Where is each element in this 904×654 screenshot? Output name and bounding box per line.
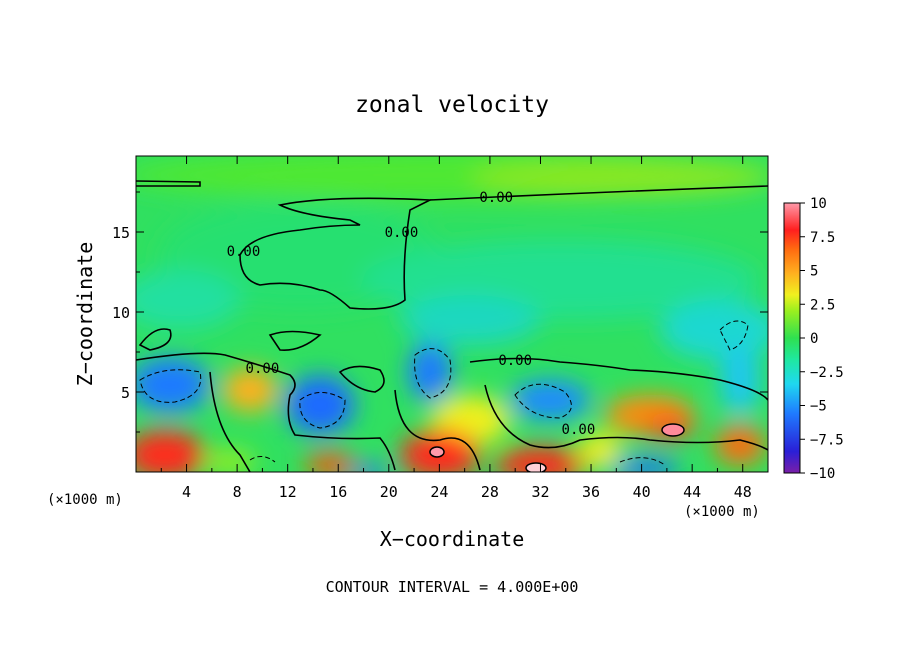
x-tick-label: 28	[481, 483, 499, 501]
y-tick-label: 5	[121, 384, 130, 402]
x-scale-note-right: (×1000 m)	[684, 504, 760, 520]
colorbar-tick-label: 2.5	[810, 297, 835, 313]
colorbar-tick-label: 0	[810, 331, 818, 347]
x-tick-label: 16	[329, 483, 347, 501]
x-tick-label: 20	[380, 483, 398, 501]
colorbar-tick-label: −10	[810, 466, 835, 482]
plot-frame	[135, 155, 769, 473]
x-tick-label: 8	[233, 483, 242, 501]
contour-label: 0.00	[562, 422, 596, 438]
colorbar-ticks: 10 7.5 5 2.5 0 −2.5 −5 −7.5 −10	[800, 196, 844, 482]
y-axis: 5 10 15	[112, 191, 768, 433]
plot-area	[136, 156, 768, 472]
colorbar-tick-label: 7.5	[810, 230, 835, 246]
contour-labels: 0.00 0.00 0.00 0.00 0.00 0.00	[227, 190, 596, 438]
x-tick-label: 24	[430, 483, 448, 501]
x-axis-label: X−coordinate	[380, 527, 525, 551]
x-axis: 4 8 12 16 20 24 28 32 36 40 44 48	[160, 156, 752, 501]
y-tick-label: 10	[112, 304, 130, 322]
y-tick-label: 15	[112, 224, 130, 242]
x-tick-label: 44	[683, 483, 701, 501]
contour-label: 0.00	[479, 190, 513, 206]
colorbar-tick-label: −2.5	[810, 365, 844, 381]
x-tick-label: 32	[531, 483, 549, 501]
x-tick-label: 48	[734, 483, 752, 501]
colorbar: 10 7.5 5 2.5 0 −2.5 −5 −7.5 −10	[783, 196, 844, 482]
x-scale-note-left: (×1000 m)	[47, 492, 123, 508]
x-tick-label: 40	[633, 483, 651, 501]
colorbar-tick-label: −5	[810, 399, 827, 415]
colorbar-scale	[783, 202, 801, 474]
contour-label: 0.00	[227, 244, 261, 260]
x-tick-label: 12	[279, 483, 297, 501]
contour-interval-note: CONTOUR INTERVAL = 4.000E+00	[326, 578, 579, 596]
y-axis-label: Z−coordinate	[73, 242, 97, 387]
contour-label: 0.00	[246, 361, 280, 377]
contour-label: 0.00	[385, 225, 419, 241]
chart-title: zonal velocity	[355, 92, 549, 118]
contour-label: 0.00	[498, 353, 532, 369]
colorbar-tick-label: 10	[810, 196, 827, 212]
colorbar-tick-label: 5	[810, 264, 818, 280]
x-tick-label: 4	[182, 483, 191, 501]
colorbar-tick-label: −7.5	[810, 432, 844, 448]
x-tick-label: 36	[582, 483, 600, 501]
